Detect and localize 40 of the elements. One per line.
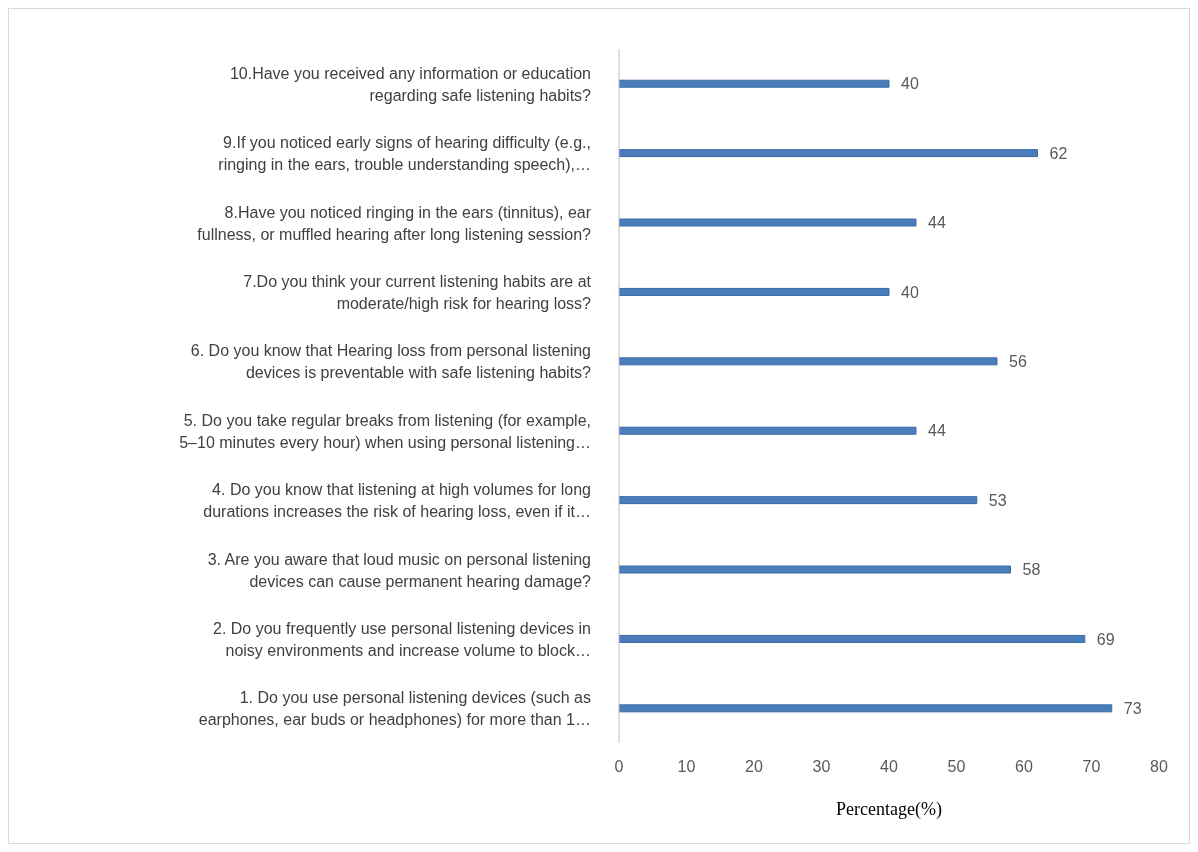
x-tick-label: 40	[880, 758, 898, 776]
x-tick-label: 10	[677, 758, 696, 776]
bar	[619, 287, 890, 296]
x-tick-label: 80	[1150, 758, 1168, 776]
y-tick-label: 4. Do you know that listening at high volumes for long durations increases the risk of hearing loss, even if it…	[203, 480, 591, 520]
x-tick-label: 20	[745, 758, 763, 776]
y-tick-label: 7.Do you think your current listening habits are at moderate/high risk for hearing loss?	[243, 272, 592, 312]
data-label: 56	[1009, 353, 1027, 371]
y-tick-label: 9.If you noticed early signs of hearing difficulty (e.g., ringing in the ears, trouble understanding speech),…	[218, 133, 591, 173]
bar	[619, 426, 917, 435]
data-label: 58	[1022, 561, 1041, 579]
x-tick-label: 30	[812, 758, 831, 776]
x-tick-label: 60	[1015, 758, 1033, 776]
y-tick-label: 5. Do you take regular breaks from listening (for example, 5–10 minutes every hour) when using personal listening…	[179, 411, 591, 451]
bar	[619, 704, 1113, 713]
data-label: 44	[928, 214, 946, 232]
bar	[619, 218, 917, 227]
data-label: 44	[928, 422, 946, 440]
data-label: 62	[1049, 144, 1068, 162]
bar	[619, 357, 998, 366]
data-label: 40	[901, 75, 919, 93]
bar	[619, 79, 890, 88]
bar	[619, 634, 1086, 643]
data-label: 40	[901, 283, 919, 301]
y-tick-label: 2. Do you frequently use personal listening devices in noisy environments and increase volume to block…	[213, 619, 591, 659]
x-tick-label: 0	[614, 758, 624, 776]
data-label: 69	[1096, 630, 1115, 648]
y-tick-label: 3. Are you aware that loud music on personal listening devices can cause permanent hearing damage?	[207, 550, 592, 589]
y-tick-label: 8.Have you noticed ringing in the ears (tinnitus), ear fullness, or muffled hearing after long listening session?	[197, 203, 592, 242]
data-label: 53	[988, 491, 1007, 509]
x-axis-title: Percentage(%)	[836, 799, 942, 820]
y-tick-label: 6. Do you know that Hearing loss from personal listening devices is preventable with safe listening habits?	[190, 341, 592, 381]
y-tick-label: 1. Do you use personal listening devices (such as earphones, ear buds or headphones) for more than 1…	[198, 688, 591, 728]
bar	[619, 565, 1011, 574]
bar	[619, 496, 978, 505]
x-tick-label: 50	[947, 758, 966, 776]
bar	[619, 149, 1038, 158]
x-tick-label: 70	[1082, 758, 1101, 776]
y-tick-label: 10.Have you received any information or education regarding safe listening habits?	[229, 64, 592, 104]
data-label: 73	[1123, 700, 1142, 718]
